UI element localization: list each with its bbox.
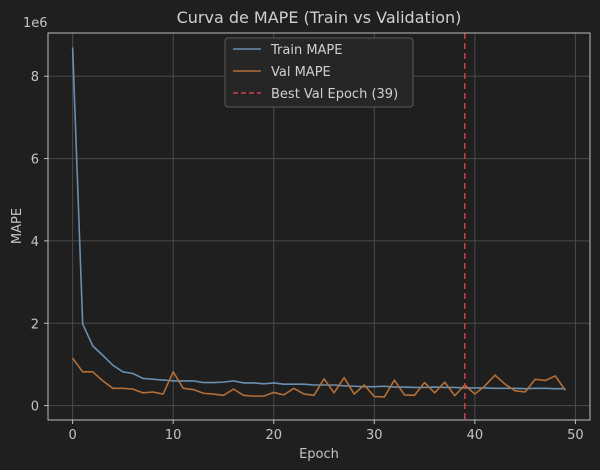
- y-scale-label: 1e6: [23, 16, 48, 31]
- series-layer: [71, 47, 567, 398]
- legend-val-label: Val MAPE: [271, 65, 331, 80]
- y-tick-label: 8: [31, 70, 39, 85]
- y-tick-label: 4: [31, 235, 39, 250]
- chart-title: Curva de MAPE (Train vs Validation): [177, 8, 462, 27]
- ticks: 0 10 20 30 40 50 0 2 4 6 8: [31, 70, 584, 443]
- y-tick-label: 2: [31, 317, 39, 332]
- legend-best-epoch-label: Best Val Epoch (39): [271, 87, 398, 102]
- val-mape-line: [71, 357, 567, 398]
- x-tick-label: 40: [467, 428, 484, 443]
- plot-frame: [47, 32, 591, 421]
- x-axis-label: Epoch: [299, 447, 339, 462]
- x-tick-label: 30: [366, 428, 383, 443]
- legend-train-label: Train MAPE: [270, 43, 343, 58]
- legend: Train MAPE Val MAPE Best Val Epoch (39): [224, 37, 414, 108]
- x-tick-label: 0: [68, 428, 76, 443]
- x-tick-label: 20: [265, 428, 282, 443]
- y-tick-label: 6: [31, 153, 39, 168]
- y-tick-label: 0: [31, 400, 39, 415]
- legend-box: [224, 37, 414, 108]
- x-tick-label: 50: [567, 428, 584, 443]
- x-tick-label: 10: [165, 428, 182, 443]
- y-axis-label: MAPE: [10, 208, 25, 244]
